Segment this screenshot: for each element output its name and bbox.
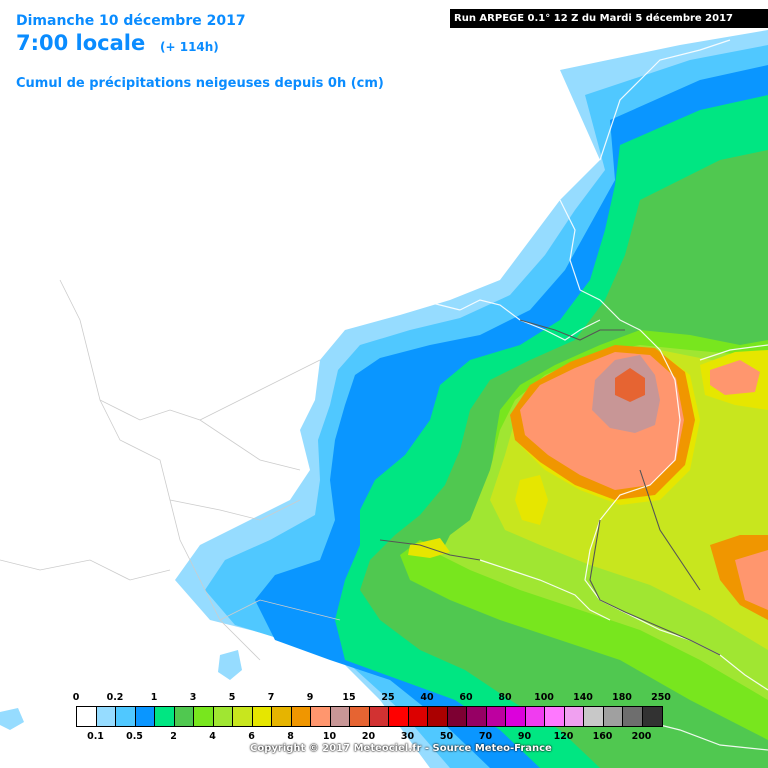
legend-swatch: [291, 707, 311, 726]
legend-swatch: [213, 707, 233, 726]
region-line-4: [169, 499, 301, 521]
legend-swatch: [506, 707, 526, 726]
legend-bottom-label: 4: [209, 731, 216, 742]
legend-swatch: [584, 707, 604, 726]
legend-bottom-label: 20: [361, 731, 376, 742]
legend-swatch: [642, 707, 662, 726]
band-secondary-max-inner: [710, 360, 760, 395]
legend-bottom-label: 70: [478, 731, 493, 742]
legend-swatch: [350, 707, 370, 726]
precipitation-field: [0, 30, 768, 768]
legend-swatch: [623, 707, 643, 726]
border-north: [599, 39, 731, 161]
legend-bottom-label: 6: [248, 731, 255, 742]
legend-top-label: 9: [306, 692, 314, 703]
legend-bottom-label: 10: [322, 731, 337, 742]
legend-swatch: [252, 707, 272, 726]
legend-bottom-label: 90: [517, 731, 532, 742]
border-dark-3: [589, 519, 721, 656]
band-40-50cm: [615, 368, 645, 402]
legend-swatch: [174, 707, 194, 726]
legend-top-label: 60: [459, 692, 473, 703]
legend-top-label: 1: [150, 692, 158, 703]
legend-swatch: [233, 707, 253, 726]
border-belgium-germany: [459, 299, 601, 341]
legend-color-bar: [76, 706, 663, 727]
legend-swatch: [525, 707, 545, 726]
legend-top-label: 180: [612, 692, 632, 703]
forecast-time: 7:00 locale: [16, 31, 146, 55]
region-lines: [0, 279, 341, 661]
legend-bottom-label: 0.5: [126, 731, 143, 742]
legend-swatch: [369, 707, 389, 726]
legend-swatch: [545, 707, 565, 726]
legend-top-label: 3: [189, 692, 197, 703]
legend-bottom-label: 0.1: [87, 731, 104, 742]
legend-swatch: [311, 707, 331, 726]
coastline: [0, 0, 402, 301]
legend-swatch: [135, 707, 155, 726]
legend-top-label: 100: [534, 692, 554, 703]
legend-swatch: [96, 707, 116, 726]
legend-swatch: [467, 707, 487, 726]
legend-swatch: [603, 707, 623, 726]
legend-swatch: [77, 707, 97, 726]
copyright-text: Copyright © 2017 Meteociel.fr - Source M…: [250, 743, 552, 754]
legend-swatch: [389, 707, 409, 726]
legend-bottom-label: 120: [553, 731, 574, 742]
region-line-3: [199, 359, 321, 421]
region-line-6: [219, 599, 341, 621]
region-line-2: [99, 399, 261, 661]
legend-top-label: 0.2: [106, 692, 124, 703]
legend-bottom-label: 2: [170, 731, 177, 742]
legend-top-label: 25: [381, 692, 395, 703]
legend-swatch: [486, 707, 506, 726]
legend-bottom-label: 50: [439, 731, 454, 742]
border-switzerland: [479, 559, 611, 621]
legend-swatch: [330, 707, 350, 726]
forecast-lead-time: (+ 114h): [160, 40, 219, 54]
legend-swatch: [155, 707, 175, 726]
legend-top-label: 5: [228, 692, 236, 703]
legend-swatch: [428, 707, 448, 726]
legend-swatch: [408, 707, 428, 726]
model-run-banner: Run ARPEGE 0.1° 12 Z du Mardi 5 décembre…: [450, 9, 768, 28]
legend-swatch: [116, 707, 136, 726]
legend-bottom-label: 8: [287, 731, 294, 742]
legend-top-label: 250: [651, 692, 671, 703]
borders-dark: [379, 319, 721, 656]
border-france-belgium: [189, 209, 461, 311]
band-isolated-blue: [218, 650, 242, 680]
legend-bottom-label: 30: [400, 731, 415, 742]
forecast-date: Dimanche 10 décembre 2017: [16, 13, 246, 29]
band-eastern-max-inner: [735, 550, 768, 610]
legend-swatch: [272, 707, 292, 726]
legend-bottom-label: 200: [631, 731, 652, 742]
border-germany: [559, 199, 691, 641]
border-czech: [699, 344, 768, 361]
border-dark-4: [639, 469, 701, 591]
legend-bottom-label: 160: [592, 731, 613, 742]
border-dark-1: [379, 539, 481, 561]
legend-top-label: 140: [573, 692, 593, 703]
band-isolated-cell-1: [515, 475, 548, 525]
legend-top-label: 7: [267, 692, 275, 703]
band-isolated-blue-2: [0, 708, 24, 730]
legend-top-label: 0: [72, 692, 80, 703]
legend-swatch: [194, 707, 214, 726]
legend-top-label: 15: [342, 692, 356, 703]
legend-swatch: [447, 707, 467, 726]
map-subtitle: Cumul de précipitations neigeuses depuis…: [16, 76, 384, 91]
region-line-1: [59, 279, 301, 471]
legend-swatch: [564, 707, 584, 726]
region-line-5: [0, 559, 171, 581]
legend-top-label: 40: [420, 692, 434, 703]
border-dark-2: [519, 319, 625, 341]
legend-top-label: 80: [498, 692, 512, 703]
